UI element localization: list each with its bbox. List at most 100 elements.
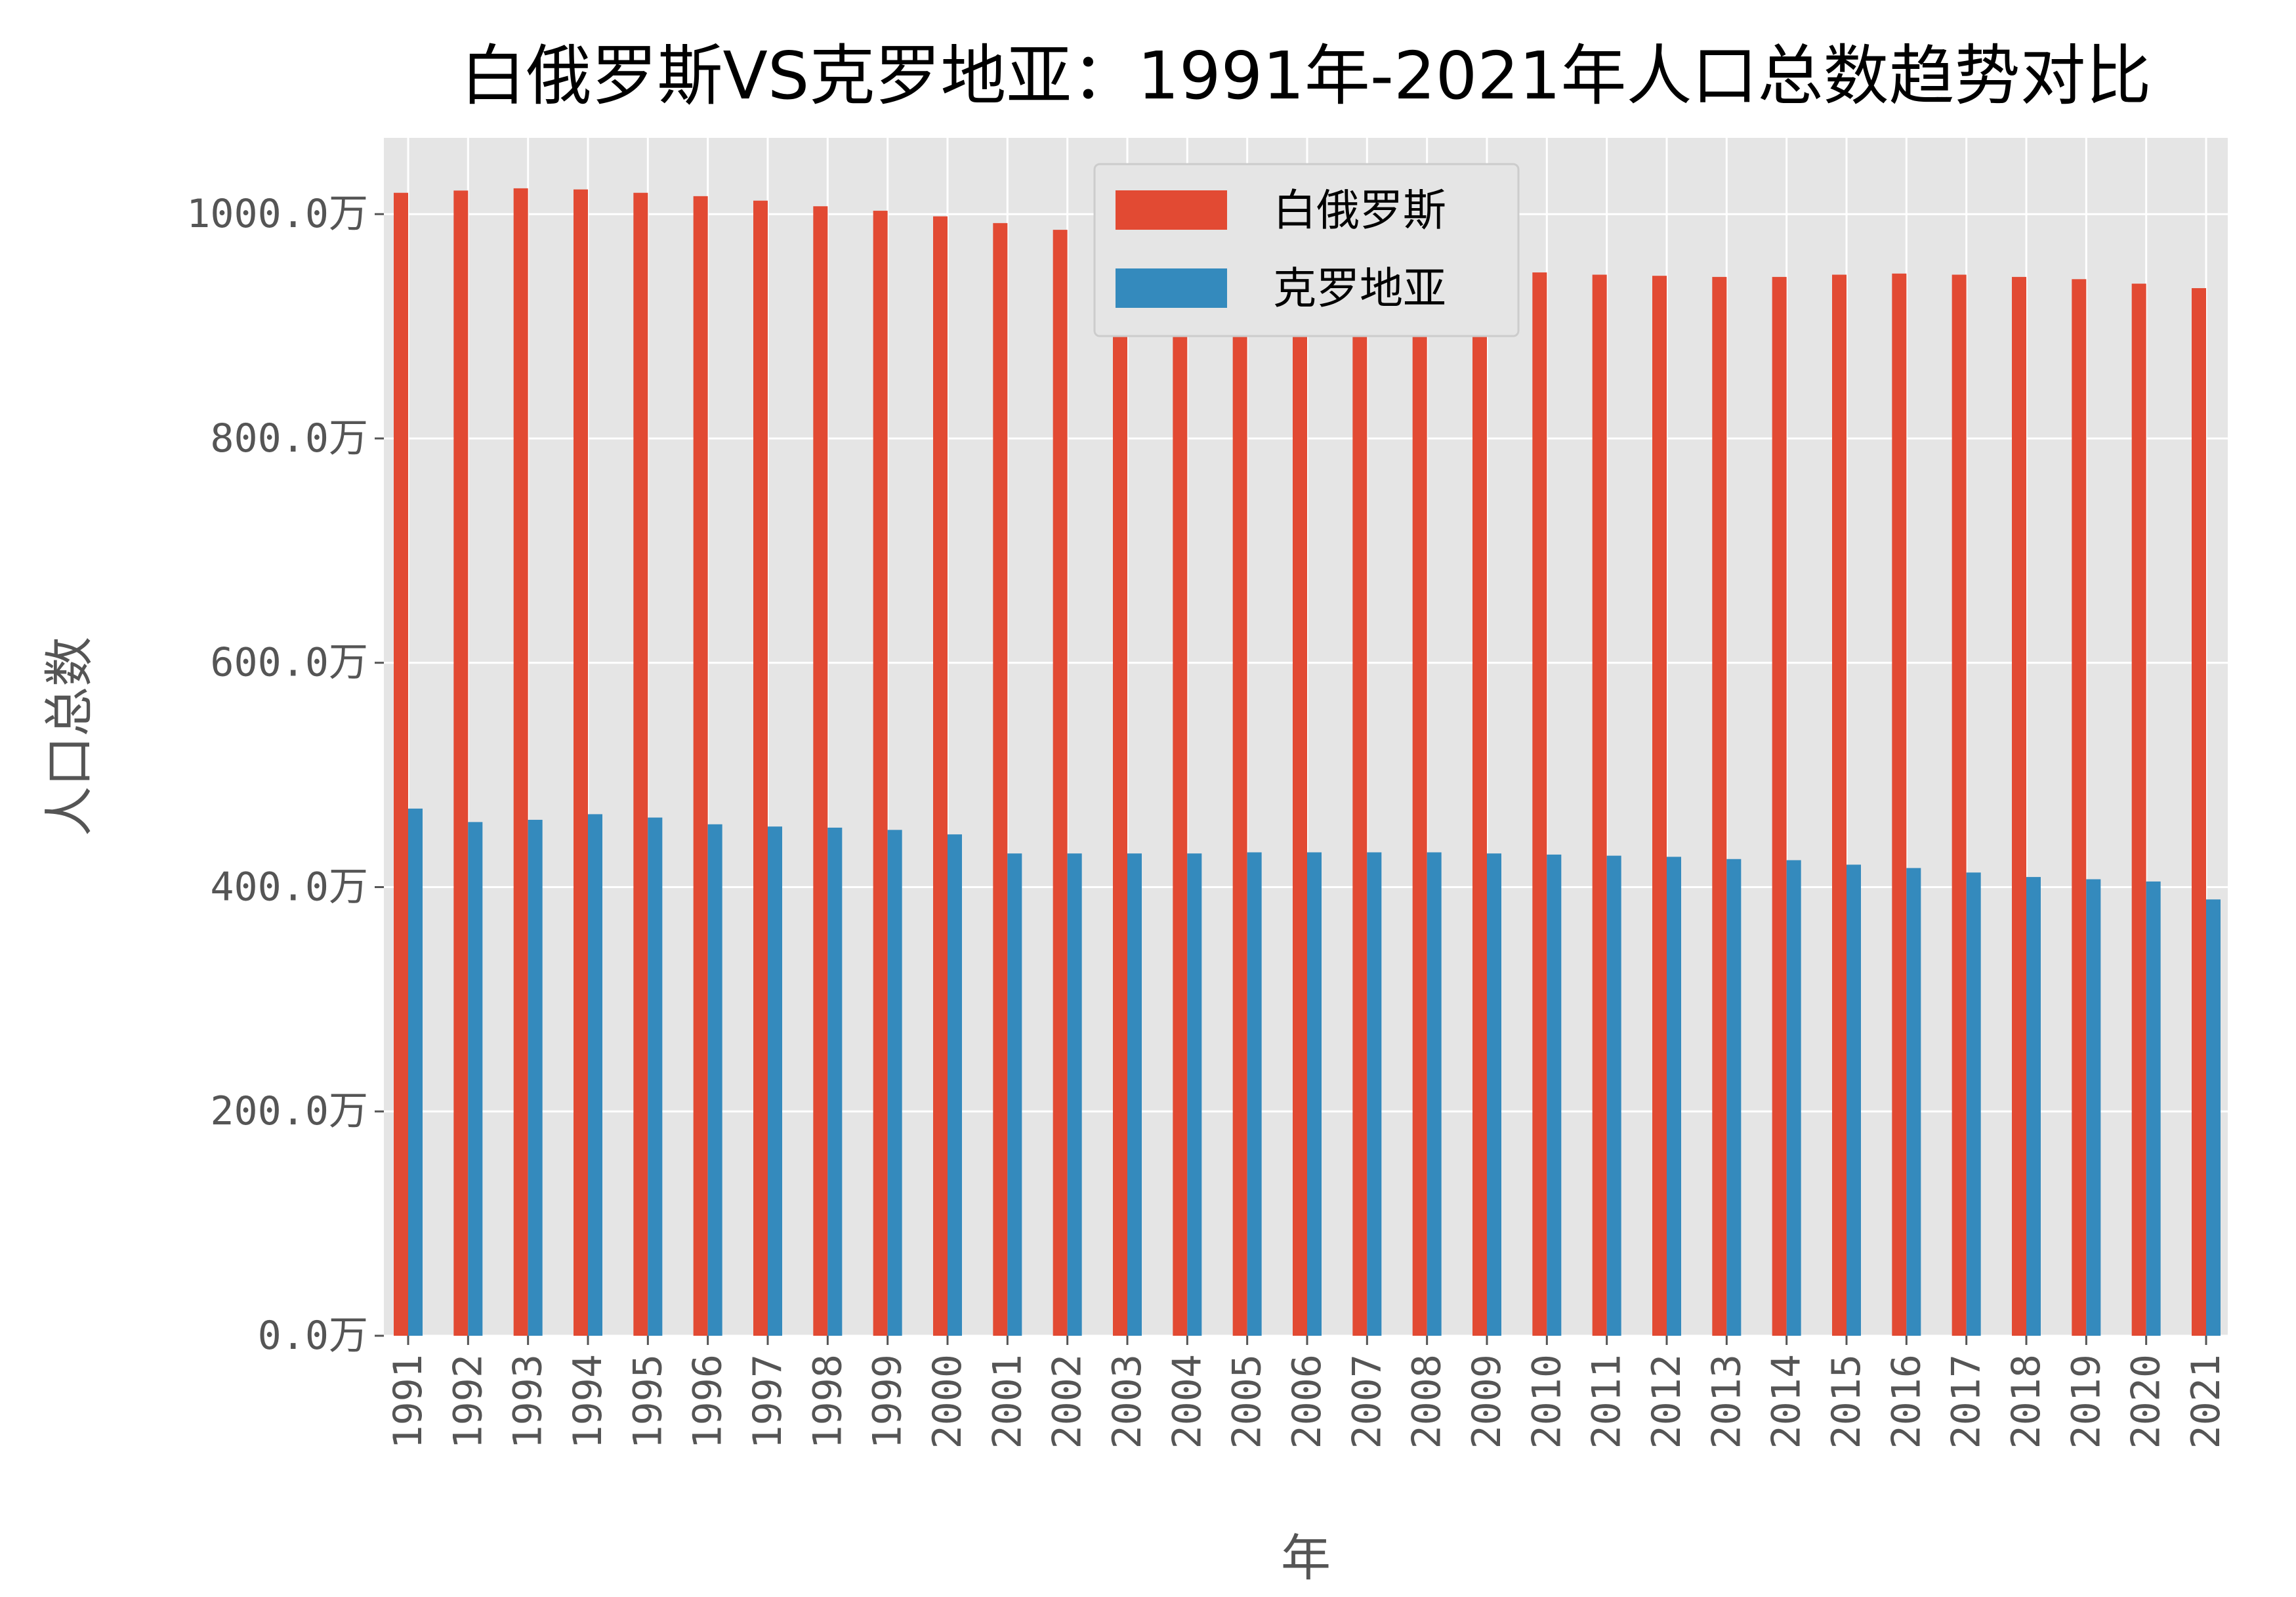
bar-croatia-2011: [1606, 855, 1621, 1336]
x-tick-label: 2012: [1644, 1354, 1690, 1449]
bar-belarus-2007: [1352, 265, 1367, 1336]
x-tick-label: 2001: [984, 1354, 1030, 1449]
bar-belarus-2013: [1712, 276, 1727, 1336]
bar-belarus-1995: [633, 192, 648, 1336]
y-tick-label: 0.0万: [258, 1313, 368, 1359]
bar-croatia-2012: [1667, 857, 1681, 1336]
x-tick-label: 1998: [804, 1354, 850, 1449]
x-tick-label: 2005: [1224, 1354, 1270, 1449]
y-tick-label: 1000.0万: [186, 191, 368, 237]
bar-belarus-2006: [1293, 259, 1307, 1336]
y-tick-label: 800.0万: [210, 415, 368, 461]
legend-swatch-belarus: [1116, 190, 1227, 230]
bar-belarus-2003: [1113, 238, 1127, 1336]
x-tick-label: 2000: [925, 1354, 971, 1449]
bar-croatia-2004: [1187, 853, 1202, 1336]
bar-belarus-2020: [2131, 284, 2146, 1336]
bar-croatia-2017: [1966, 872, 1981, 1336]
bar-belarus-2001: [993, 223, 1008, 1336]
chart-title: 白俄罗斯VS克罗地亚：1991年-2021年人口总数趋势对比: [461, 37, 2152, 114]
bar-belarus-2005: [1232, 252, 1247, 1336]
bar-croatia-2001: [1007, 853, 1022, 1336]
bar-croatia-2016: [1906, 868, 1921, 1336]
bar-croatia-1996: [707, 824, 722, 1336]
x-tick-label: 1999: [865, 1354, 911, 1449]
y-axis-ticks: 0.0万 200.0万 400.0万 600.0万 800.0万 1000.0万: [186, 191, 384, 1359]
bar-belarus-2002: [1053, 230, 1068, 1336]
bar-croatia-2015: [1847, 864, 1861, 1336]
x-tick-label: 2007: [1344, 1354, 1390, 1449]
bar-belarus-1997: [753, 200, 768, 1336]
x-axis-label: 年: [1281, 1529, 1331, 1587]
y-tick-label: 600.0万: [210, 640, 368, 686]
bar-croatia-2007: [1367, 852, 1382, 1336]
x-tick-label: 2008: [1404, 1354, 1450, 1449]
x-tick-label: 2021: [2183, 1354, 2229, 1449]
bar-croatia-2019: [2086, 879, 2101, 1336]
bar-croatia-1991: [408, 808, 423, 1336]
bar-croatia-2020: [2146, 881, 2161, 1336]
bar-belarus-2017: [1952, 274, 1967, 1336]
legend-swatch-croatia: [1116, 268, 1227, 308]
bar-croatia-2018: [2026, 877, 2041, 1336]
bar-croatia-1999: [887, 830, 902, 1336]
bar-croatia-1995: [648, 817, 663, 1336]
bar-croatia-2008: [1427, 852, 1442, 1336]
x-tick-label: 1997: [745, 1354, 791, 1449]
x-tick-label: 2006: [1284, 1354, 1330, 1449]
x-tick-label: 2003: [1104, 1354, 1150, 1449]
legend-label-belarus: 白俄罗斯: [1273, 185, 1446, 236]
bar-croatia-1997: [768, 826, 782, 1336]
bars: [394, 188, 2221, 1336]
x-tick-label: 1996: [685, 1354, 731, 1449]
x-tick-label: 2018: [2003, 1354, 2049, 1449]
x-tick-label: 1995: [625, 1354, 671, 1449]
x-tick-label: 2011: [1584, 1354, 1630, 1449]
x-tick-label: 2014: [1764, 1354, 1810, 1449]
bar-belarus-2010: [1532, 272, 1547, 1336]
bar-croatia-1992: [468, 822, 483, 1336]
bar-belarus-1994: [574, 189, 588, 1336]
x-tick-label: 2015: [1824, 1354, 1869, 1449]
bar-croatia-2005: [1247, 852, 1262, 1336]
bar-croatia-2006: [1307, 852, 1322, 1336]
x-axis-ticks: 1991 1992 1993 1994 1995 1996 1997 1998 1999 2000…: [385, 1336, 2229, 1449]
bar-belarus-2019: [2072, 279, 2087, 1336]
bar-croatia-2000: [948, 834, 962, 1336]
legend: 白俄罗斯 克罗地亚: [1093, 163, 1520, 337]
bar-croatia-1994: [588, 814, 602, 1336]
bar-belarus-2012: [1652, 276, 1667, 1336]
bar-belarus-1992: [453, 190, 469, 1336]
x-tick-label: 2016: [1883, 1354, 1929, 1449]
bar-croatia-2014: [1786, 860, 1801, 1336]
bar-croatia-2010: [1547, 854, 1562, 1336]
y-tick-label: 200.0万: [210, 1088, 368, 1134]
x-tick-label: 1994: [565, 1354, 611, 1449]
bar-belarus-2016: [1892, 273, 1907, 1336]
bar-belarus-1993: [513, 188, 528, 1336]
bar-belarus-2011: [1592, 274, 1607, 1336]
y-tick-label: 400.0万: [210, 864, 368, 910]
bar-belarus-2015: [1832, 274, 1847, 1336]
bar-belarus-1998: [813, 206, 828, 1336]
bar-belarus-2000: [933, 216, 948, 1336]
x-tick-label: 2013: [1703, 1354, 1749, 1449]
y-axis-label: 人口总数: [40, 637, 98, 836]
x-tick-label: 2002: [1045, 1354, 1091, 1449]
bar-belarus-2009: [1472, 273, 1487, 1336]
bar-croatia-1998: [827, 827, 843, 1336]
x-tick-label: 1993: [505, 1354, 551, 1449]
bar-croatia-2002: [1067, 853, 1082, 1336]
bar-belarus-2018: [2012, 276, 2026, 1336]
x-tick-label: 2009: [1464, 1354, 1510, 1449]
x-tick-label: 2017: [1944, 1354, 1990, 1449]
bar-croatia-2021: [2206, 899, 2221, 1336]
bar-belarus-2008: [1412, 268, 1427, 1336]
legend-label-croatia: 克罗地亚: [1273, 263, 1446, 314]
bar-croatia-2003: [1127, 853, 1142, 1336]
bar-belarus-2021: [2192, 287, 2206, 1336]
bar-croatia-2013: [1726, 859, 1742, 1336]
x-tick-label: 2010: [1524, 1354, 1570, 1449]
bar-belarus-2014: [1772, 276, 1787, 1336]
